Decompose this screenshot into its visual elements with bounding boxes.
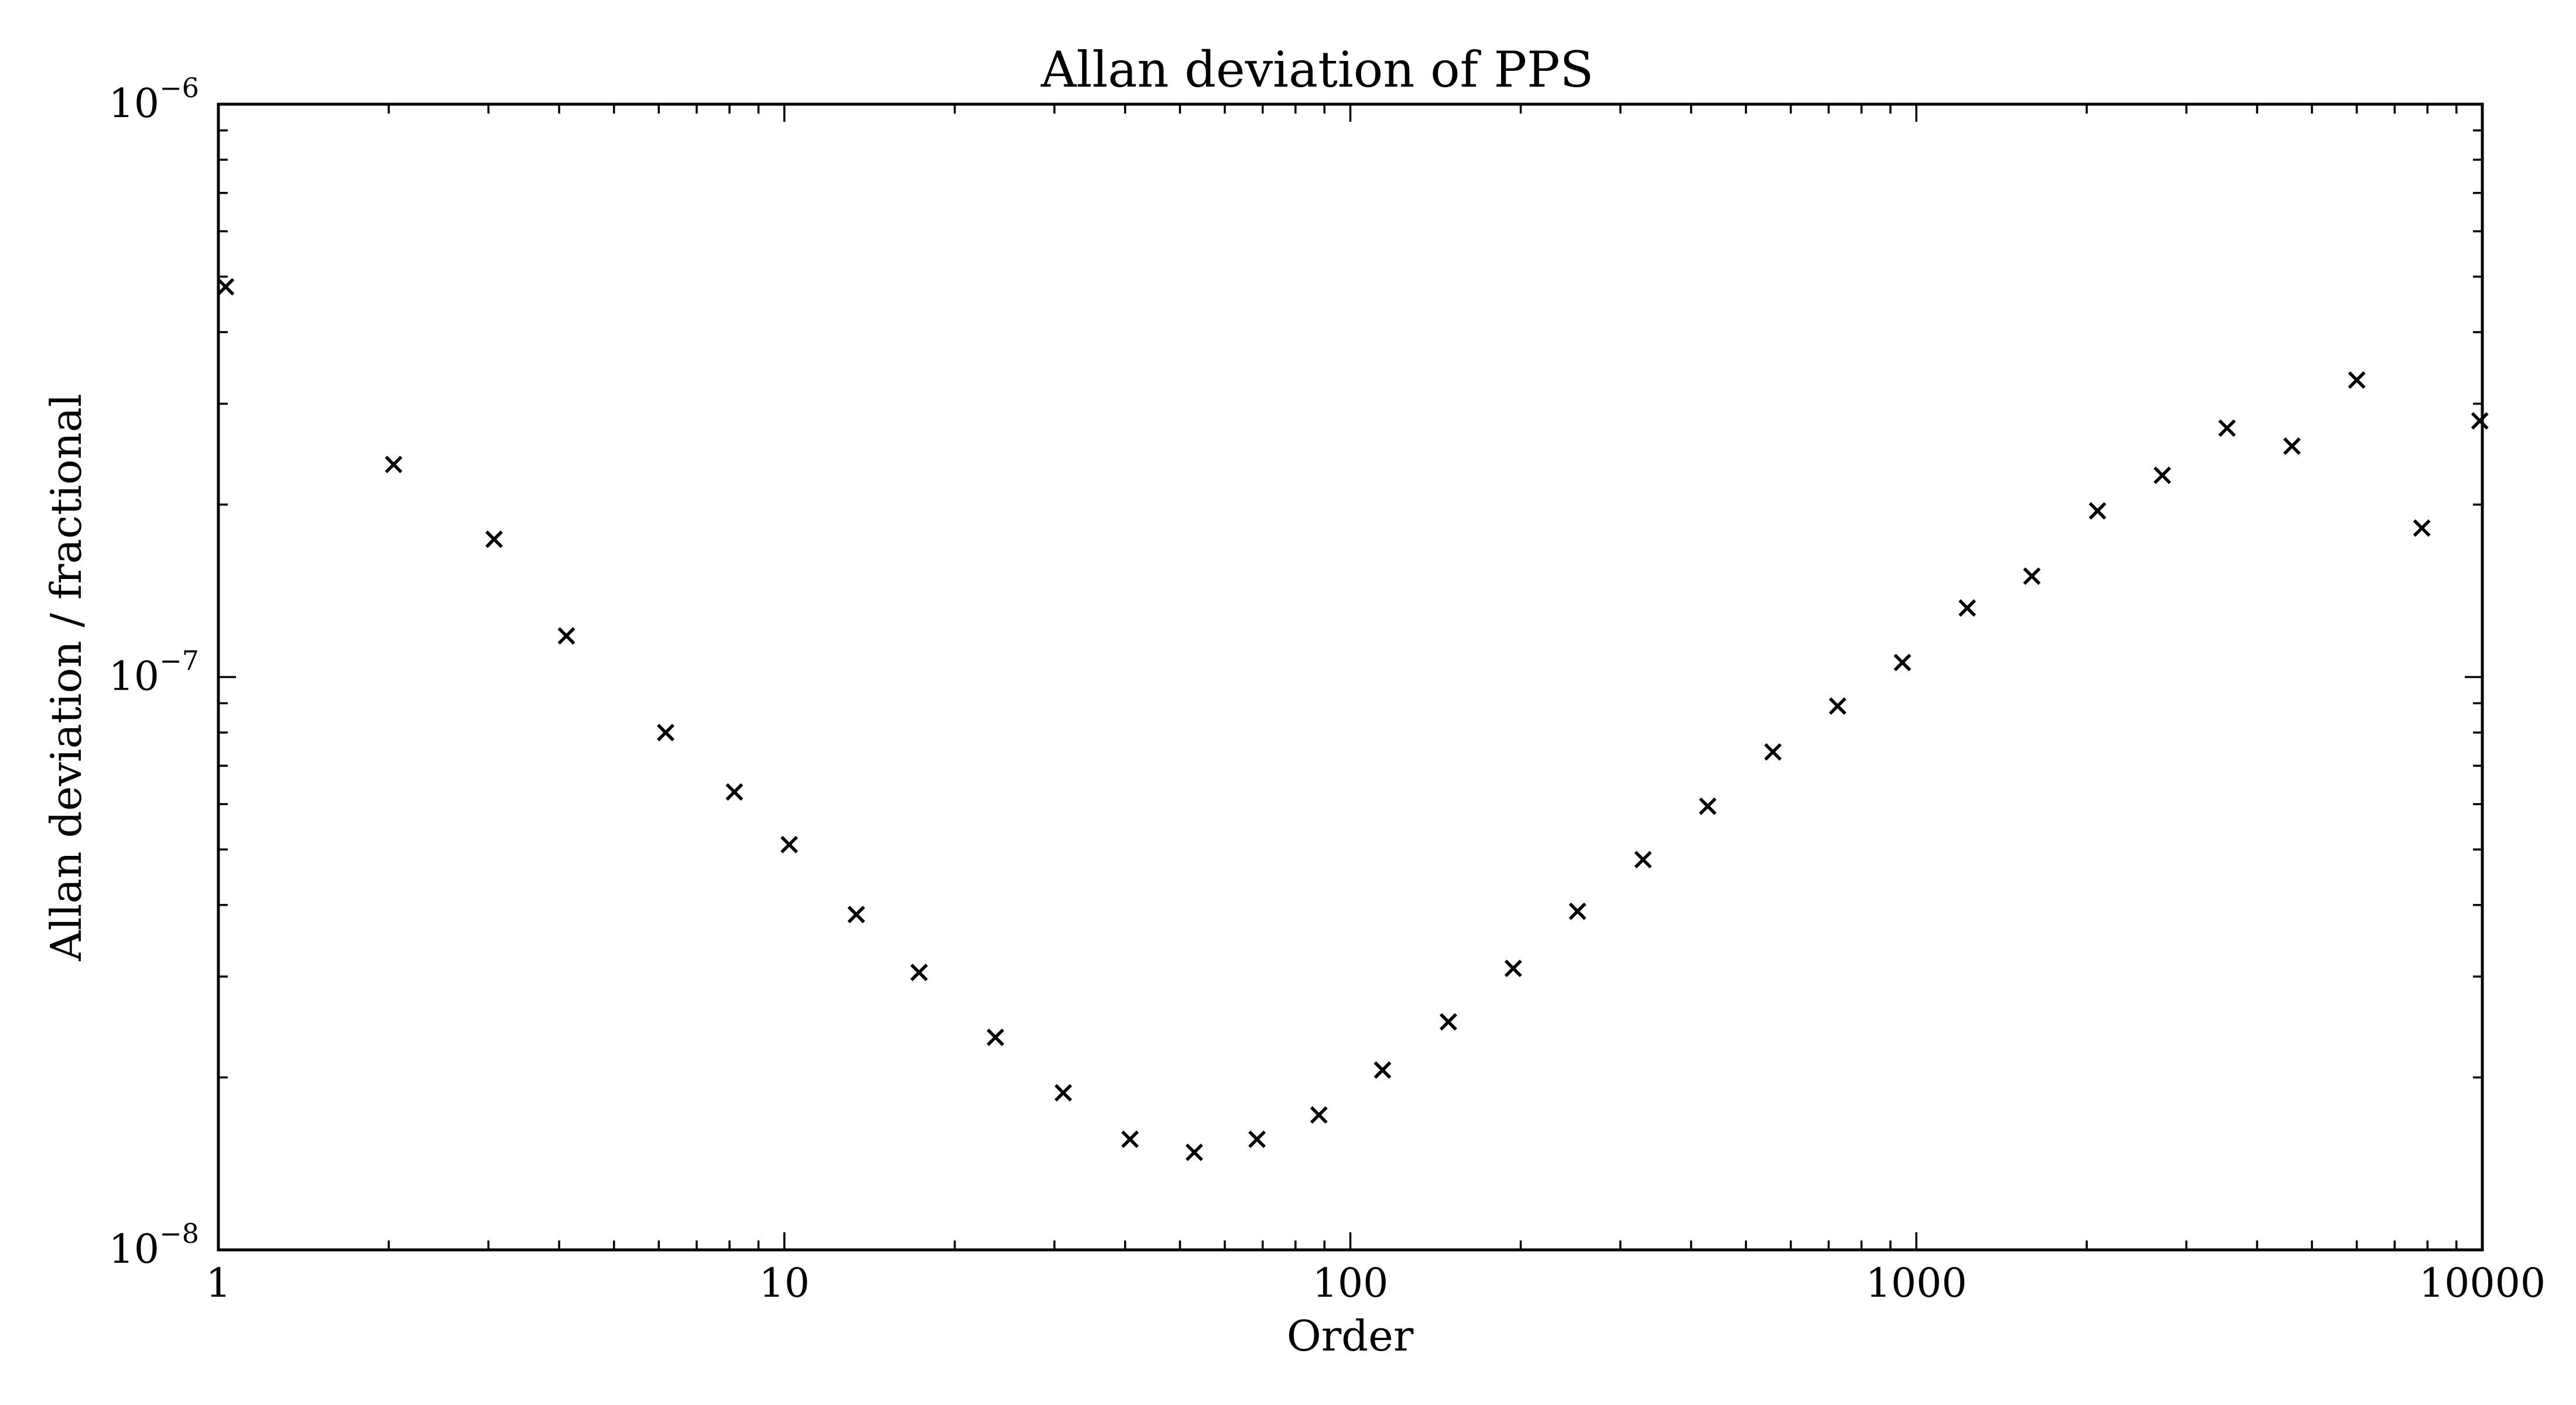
data-point <box>2283 437 2301 455</box>
data-point <box>2348 371 2366 389</box>
data-point <box>986 1028 1005 1046</box>
data-point <box>1373 1061 1392 1079</box>
data-point <box>780 835 799 854</box>
y-tick-label: 10−8 <box>109 1218 199 1273</box>
data-point <box>1699 797 1717 815</box>
data-point <box>2471 412 2489 430</box>
data-point <box>725 783 744 801</box>
data-point <box>1828 697 1847 715</box>
data-point <box>657 724 674 742</box>
x-tick-label: 10000 <box>2419 1260 2546 1307</box>
data-point <box>847 906 865 924</box>
x-tick-label: 1000 <box>1866 1260 1967 1307</box>
chart-title: Allan deviation of PPS <box>1040 41 1594 98</box>
data-point <box>1634 851 1652 869</box>
data-point <box>1121 1130 1139 1148</box>
x-tick-label: 10 <box>759 1260 810 1307</box>
data-point <box>2088 502 2106 520</box>
data-point <box>910 964 928 982</box>
data-point <box>1568 902 1587 920</box>
data-points <box>217 277 2489 1161</box>
data-point <box>1185 1143 1203 1161</box>
data-point <box>557 627 576 645</box>
data-point <box>1958 599 1976 617</box>
data-point <box>485 530 503 549</box>
data-point <box>2153 466 2171 484</box>
data-point <box>2413 519 2431 537</box>
y-tick-label: 10−6 <box>109 72 199 127</box>
data-point <box>2218 419 2236 437</box>
data-point <box>1504 959 1522 978</box>
data-point <box>2023 567 2041 585</box>
data-point <box>1054 1084 1073 1102</box>
y-tick-labels: 10−8 10−7 10−6 <box>109 72 199 1273</box>
x-axis-label: Order <box>1287 1311 1414 1361</box>
x-tick-labels: 1 10 100 1000 10000 <box>205 1260 2546 1307</box>
x-tick-label: 100 <box>1313 1260 1389 1307</box>
data-point <box>1310 1106 1328 1124</box>
data-point <box>1248 1130 1266 1148</box>
data-point <box>217 277 235 296</box>
data-point <box>1764 743 1782 761</box>
x-tick-label: 1 <box>205 1260 231 1307</box>
y-axis-label: Allan deviation / fractional <box>42 393 91 961</box>
data-point <box>1893 653 1912 671</box>
data-point <box>385 455 403 474</box>
y-tick-label: 10−7 <box>109 645 199 700</box>
plot-frame <box>217 102 2484 1252</box>
data-point <box>1439 1013 1457 1031</box>
